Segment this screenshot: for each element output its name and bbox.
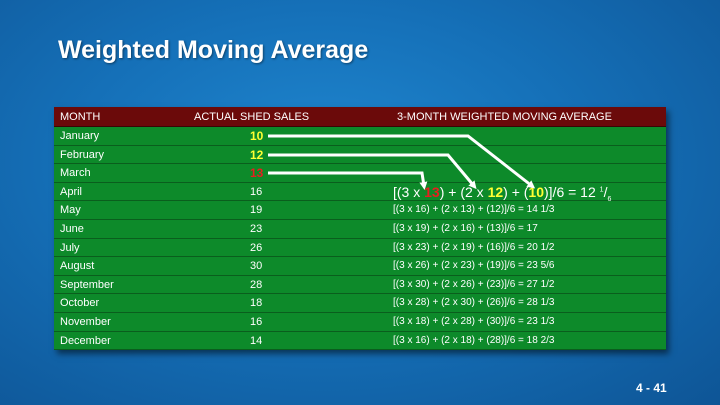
table-row: January 10 [54, 127, 666, 146]
cell-month: October [60, 297, 100, 310]
table-row: October 18 [(3 x 28) + (2 x 30) + (26)]/6 … [54, 294, 666, 313]
cell-sales: 30 [250, 260, 263, 273]
cell-wma: [(3 x 28) + (2 x 30) + (26)]/6 = 28 1/3 [393, 297, 555, 309]
cell-sales: 23 [250, 223, 263, 235]
cell-sales: 19 [250, 204, 263, 217]
cell-sales: 16 [250, 185, 263, 198]
table-row: April 16 [(3 x 13) + (2 x 12) + (10)]/6 = … [54, 182, 666, 203]
cell-month: April [60, 185, 83, 198]
cell-wma: [(3 x 18) + (2 x 28) + (30)]/6 = 23 1/3 [393, 316, 555, 327]
cell-wma-april: [(3 x 13) + (2 x 12) + (10)]/6 = 12 1/6 [393, 183, 612, 203]
cell-month: December [60, 334, 111, 347]
table-row: February 12 [54, 145, 666, 165]
cell-wma: [(3 x 19) + (2 x 16) + (13)]/6 = 17 [393, 223, 538, 234]
cell-month: July [60, 241, 80, 254]
cell-sales: 13 [250, 166, 264, 181]
cell-month: March [60, 167, 91, 180]
april-formula-p3: ) + ( [503, 183, 529, 200]
cell-sales: 28 [250, 278, 263, 291]
header-month: MONTH [60, 111, 101, 123]
cell-month: November [60, 316, 111, 328]
cell-wma: [(3 x 16) + (2 x 13) + (12)]/6 = 14 1/3 [393, 204, 555, 216]
april-formula-p1: [(3 x [393, 183, 425, 200]
april-formula-p4: )]/6 = 12 [544, 183, 600, 200]
cell-month: February [60, 148, 105, 161]
april-formula-v2: 12 [487, 183, 504, 200]
cell-sales: 10 [250, 129, 264, 143]
table-row: March 13 [54, 164, 666, 183]
table-row: June 23 [(3 x 19) + (2 x 16) + (13)]/6 = 1… [54, 220, 666, 239]
cell-sales: 18 [250, 297, 263, 310]
table-row: December 14 [(3 x 16) + (2 x 18) + (28)]/6… [54, 331, 666, 351]
table-row: July 26 [(3 x 23) + (2 x 19) + (16)]/6 = 2… [54, 238, 666, 258]
cell-sales: 14 [250, 334, 263, 347]
cell-month: May [60, 204, 81, 217]
cell-wma: [(3 x 23) + (2 x 19) + (16)]/6 = 20 1/2 [393, 241, 555, 253]
cell-month: June [60, 223, 84, 235]
cell-sales: 26 [250, 241, 263, 254]
cell-wma: [(3 x 16) + (2 x 18) + (28)]/6 = 18 2/3 [393, 334, 555, 346]
cell-wma: [(3 x 30) + (2 x 26) + (23)]/6 = 27 1/2 [393, 278, 555, 290]
april-frac-num: 1 [599, 186, 604, 194]
april-formula-p2: ) + (2 x [439, 183, 488, 200]
cell-month: September [60, 278, 114, 291]
cell-month: August [60, 260, 95, 273]
cell-month: January [60, 130, 100, 142]
april-frac-den: 6 [607, 195, 612, 203]
table-row: August 30 [(3 x 26) + (2 x 23) + (19)]/6 =… [54, 257, 666, 276]
table-row: November 16 [(3 x 18) + (2 x 28) + (30)]/6… [54, 313, 666, 332]
header-wma: 3-MONTH WEIGHTED MOVING AVERAGE [397, 111, 612, 123]
cell-wma: [(3 x 26) + (2 x 23) + (19)]/6 = 23 5/6 [393, 260, 555, 272]
header-sales: ACTUAL SHED SALES [194, 111, 310, 123]
cell-sales: 12 [250, 147, 264, 162]
table-row: September 28 [(3 x 30) + (2 x 26) + (23)]/… [54, 275, 666, 295]
april-formula-v3: 10 [528, 183, 544, 200]
slide-title: Weighted Moving Average [58, 36, 369, 64]
cell-sales: 16 [250, 316, 263, 328]
page-number: 4 - 41 [636, 381, 667, 395]
april-formula-v1: 13 [424, 183, 440, 200]
table-header: MONTH ACTUAL SHED SALES 3-MONTH WEIGHTED… [54, 107, 666, 127]
wma-table: MONTH ACTUAL SHED SALES 3-MONTH WEIGHTED… [54, 107, 666, 351]
table-row: May 19 [(3 x 16) + (2 x 13) + (12)]/6 = 14… [54, 201, 666, 220]
